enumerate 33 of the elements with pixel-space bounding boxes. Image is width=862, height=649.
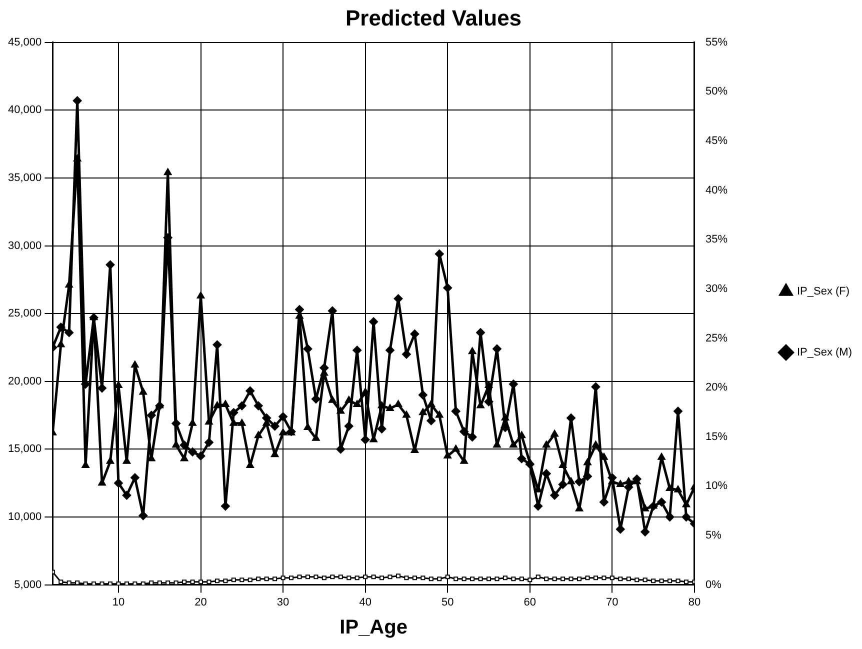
y2-tick-label: 35% xyxy=(705,234,728,246)
chart-title: Predicted Values xyxy=(345,5,522,30)
x-tick-label: 80 xyxy=(688,596,701,608)
y2-tick-label: 5% xyxy=(705,530,722,542)
x-tick-label: 70 xyxy=(606,596,618,608)
y2-tick-label: 45% xyxy=(705,135,728,148)
x-tick-label: 50 xyxy=(441,596,454,608)
y2-tick-label: 0% xyxy=(705,578,722,591)
legend-label: IP_Sex (F) xyxy=(796,286,850,298)
y-tick-label: 40,000 xyxy=(8,104,42,116)
y2-tick-label: 40% xyxy=(705,184,728,196)
y2-tick-label: 10% xyxy=(705,480,728,492)
x-tick-label: 30 xyxy=(276,596,290,608)
y2-tick-label: 50% xyxy=(705,86,728,98)
y-tick-label: 45,000 xyxy=(8,36,42,48)
y2-tick-label: 30% xyxy=(705,282,728,295)
y-tick-label: 30,000 xyxy=(8,240,42,252)
y-tick-label: 35,000 xyxy=(8,172,42,184)
legend-label: IP_Sex (M) xyxy=(796,346,852,359)
y2-tick-label: 25% xyxy=(705,332,728,344)
y2-tick-label: 55% xyxy=(705,36,728,48)
y-tick-label: 25,000 xyxy=(8,308,42,320)
x-tick-label: 40 xyxy=(359,596,372,608)
y2-tick-label: 15% xyxy=(705,430,728,443)
y-tick-label: 5,000 xyxy=(14,578,42,591)
y-tick-label: 10,000 xyxy=(8,511,42,524)
x-axis-title: IP_Age xyxy=(340,616,408,639)
y2-tick-label: 20% xyxy=(705,382,728,394)
x-tick-label: 60 xyxy=(524,596,536,608)
x-tick-label: 20 xyxy=(194,596,207,608)
y-tick-label: 20,000 xyxy=(8,375,42,388)
x-tick-label: 10 xyxy=(112,596,125,608)
y-tick-label: 15,000 xyxy=(8,443,42,456)
